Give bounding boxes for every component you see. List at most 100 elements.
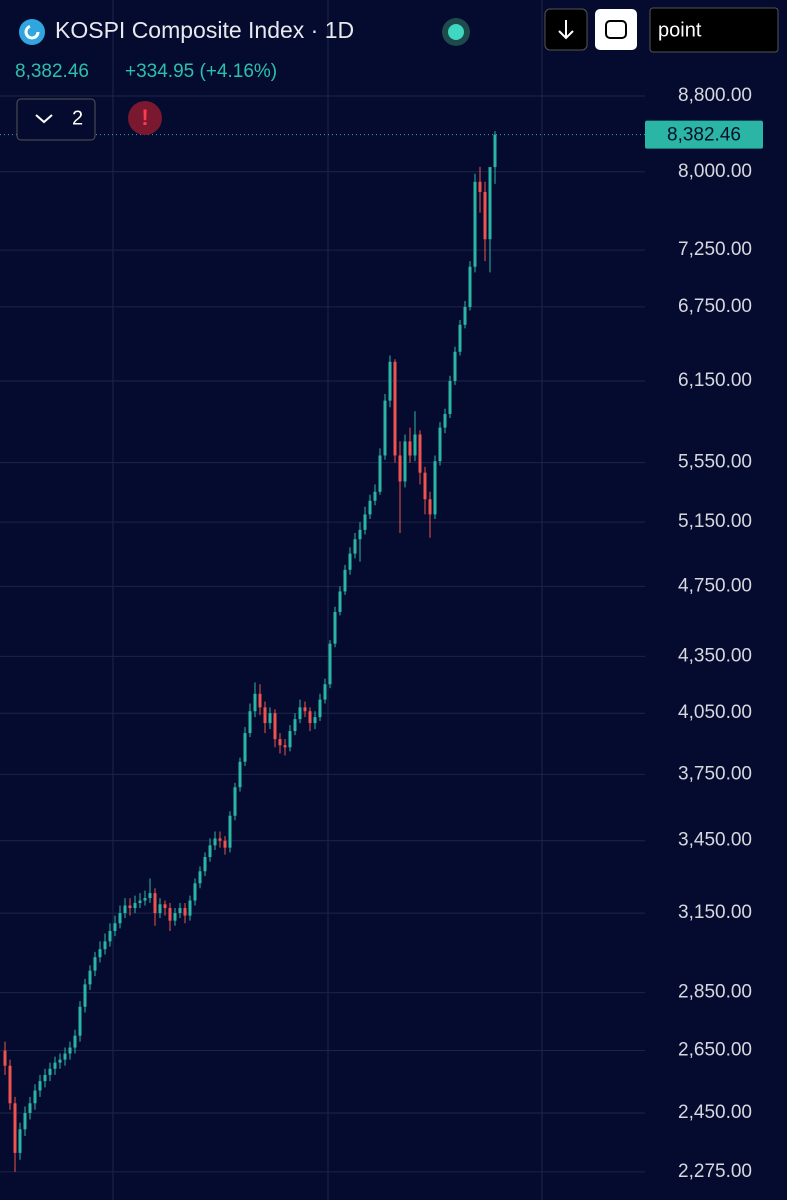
candle-body bbox=[433, 461, 437, 515]
candle-body bbox=[18, 1129, 22, 1153]
candle-body bbox=[223, 840, 227, 848]
last-price-label: 8,382.46 bbox=[667, 125, 741, 146]
warning-icon[interactable] bbox=[128, 101, 162, 135]
y-tick-label: 4,350.00 bbox=[678, 645, 752, 666]
candle-body bbox=[208, 845, 212, 858]
candle-body bbox=[168, 908, 172, 921]
candle-body bbox=[3, 1050, 7, 1066]
candle-body bbox=[253, 693, 257, 712]
candle-body bbox=[28, 1103, 32, 1113]
candle-body bbox=[448, 380, 452, 414]
vertical-grid bbox=[112, 0, 543, 1200]
candle-body bbox=[273, 713, 277, 740]
last-price: 8,382.46 bbox=[15, 61, 89, 82]
candle-body bbox=[188, 900, 192, 916]
y-tick-label: 3,450.00 bbox=[678, 830, 752, 851]
candle-body bbox=[48, 1068, 52, 1075]
y-tick-label: 2,275.00 bbox=[678, 1161, 752, 1182]
symbol-icon bbox=[19, 19, 45, 45]
candle-body bbox=[148, 893, 152, 899]
symbol-icon-mark bbox=[24, 24, 40, 40]
candle-body bbox=[108, 930, 112, 942]
candle-body bbox=[353, 539, 357, 554]
y-tick-label: 4,750.00 bbox=[678, 575, 752, 596]
candle-body bbox=[258, 693, 262, 708]
candle-body bbox=[183, 908, 187, 916]
candle-body bbox=[303, 707, 307, 712]
candle-body bbox=[318, 699, 322, 718]
candle-body bbox=[308, 711, 312, 724]
y-tick-label: 5,550.00 bbox=[678, 452, 752, 473]
candle-body bbox=[473, 181, 477, 267]
candle-body bbox=[33, 1090, 37, 1104]
candle-body bbox=[218, 838, 222, 841]
mode-input[interactable] bbox=[649, 7, 779, 53]
candle-body bbox=[418, 434, 422, 473]
candle-body bbox=[23, 1112, 27, 1130]
candle-body bbox=[468, 266, 472, 307]
candle-body bbox=[13, 1103, 17, 1153]
y-tick-label: 8,000.00 bbox=[678, 161, 752, 182]
candle-body bbox=[158, 904, 162, 914]
candle-body bbox=[413, 434, 417, 456]
candle-body bbox=[478, 181, 482, 192]
candle-body bbox=[133, 903, 137, 909]
grid bbox=[0, 95, 645, 1173]
candle-body bbox=[288, 731, 292, 748]
candle-body bbox=[98, 949, 102, 958]
y-tick-label: 3,750.00 bbox=[678, 763, 752, 784]
candle-body bbox=[8, 1065, 12, 1104]
candle-body bbox=[153, 893, 157, 914]
candles bbox=[3, 131, 497, 1172]
indicator-count: 2 bbox=[72, 107, 83, 129]
status-dot bbox=[448, 24, 464, 40]
candle-body bbox=[203, 857, 207, 872]
y-tick-label: 6,750.00 bbox=[678, 296, 752, 317]
candle-body bbox=[83, 984, 87, 1007]
y-tick-label: 3,150.00 bbox=[678, 902, 752, 923]
candle-body bbox=[343, 569, 347, 592]
candle-body bbox=[198, 871, 202, 884]
download-icon bbox=[558, 20, 574, 40]
candle-body bbox=[248, 711, 252, 734]
candle-body bbox=[53, 1062, 57, 1069]
candle-body bbox=[243, 733, 247, 762]
candle-body bbox=[43, 1074, 47, 1082]
candle-body bbox=[173, 913, 177, 921]
candle-body bbox=[93, 957, 97, 971]
candle-body bbox=[178, 908, 182, 914]
mode-text: point bbox=[658, 19, 702, 41]
price-change: +334.95 (+4.16%) bbox=[125, 61, 277, 82]
candle-body bbox=[88, 970, 92, 985]
candle-body bbox=[403, 441, 407, 482]
candle-body bbox=[393, 361, 397, 456]
fullscreen-icon bbox=[605, 20, 627, 39]
candle-body bbox=[193, 883, 197, 901]
candle-body bbox=[143, 898, 147, 901]
candle-body bbox=[323, 684, 327, 700]
candle-body bbox=[278, 739, 282, 746]
candle-body bbox=[378, 455, 382, 492]
candle-body bbox=[113, 923, 117, 931]
candle-body bbox=[313, 717, 317, 724]
candle-body bbox=[338, 591, 342, 612]
fullscreen-button[interactable] bbox=[595, 9, 637, 50]
candle-body bbox=[293, 719, 297, 732]
candle-body bbox=[363, 514, 367, 530]
candle-body bbox=[368, 500, 372, 515]
candle-body bbox=[38, 1081, 42, 1091]
candle-body bbox=[163, 904, 167, 909]
candle-body bbox=[443, 413, 447, 428]
candle-body bbox=[233, 787, 237, 816]
candle-body bbox=[103, 941, 107, 950]
candle-body bbox=[463, 306, 467, 325]
candle-body bbox=[358, 529, 362, 540]
candle-body bbox=[328, 643, 332, 685]
candle-body bbox=[458, 324, 462, 352]
y-tick-label: 5,150.00 bbox=[678, 511, 752, 532]
indicator-toggle[interactable] bbox=[16, 98, 96, 141]
candle-body bbox=[68, 1047, 72, 1054]
candle-body bbox=[213, 838, 217, 846]
